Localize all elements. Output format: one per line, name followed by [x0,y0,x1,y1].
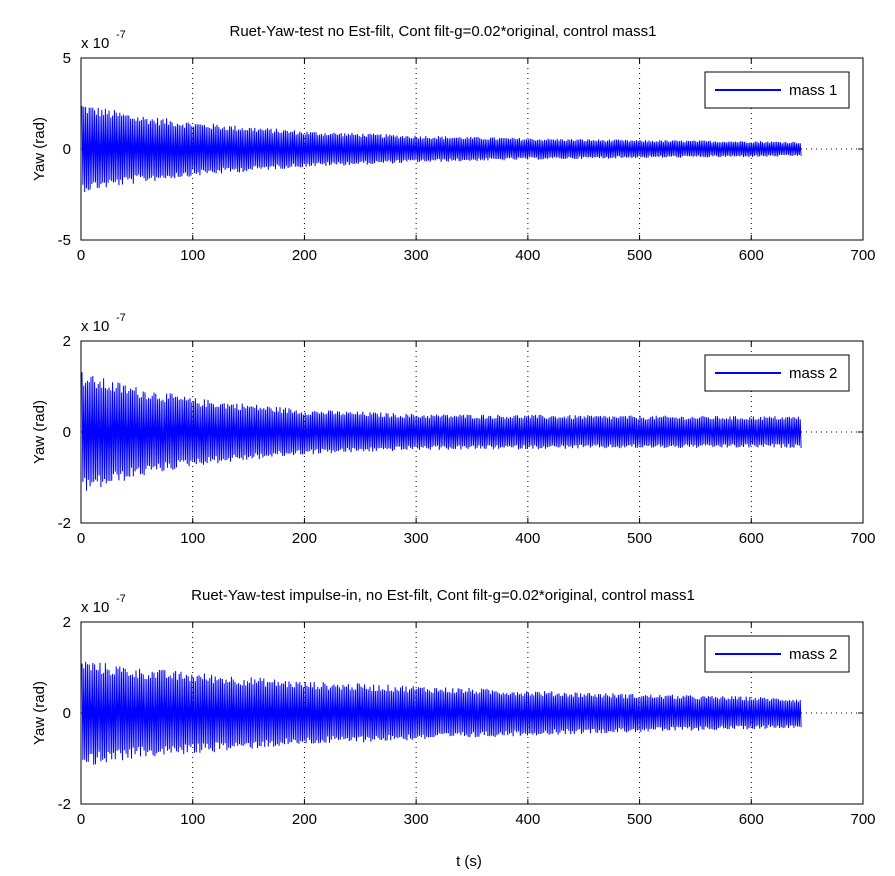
subplot-3: 0 100 200 300 400 500 600 700 -2 0 2 x 10 -7 Ruet-Yaw… [31,587,876,828]
y-axis-label: Yaw (rad) [31,400,48,464]
x-tick-label: 700 [850,811,875,828]
y-tick-label: 2 [63,333,71,350]
x-tick-label: 600 [739,811,764,828]
y-tick-label: -5 [58,232,71,249]
x-tick-label: 400 [515,247,540,264]
series-line-mass-2 [81,372,802,491]
y-tick-label: 2 [63,614,71,631]
y-scale-factor: x 10 [81,599,109,616]
legend-label: mass 2 [789,646,837,663]
legend-label: mass 2 [789,365,837,382]
y-tick-label: -2 [58,515,71,532]
x-tick-label: 400 [515,811,540,828]
y-axis-label: Yaw (rad) [31,681,48,745]
y-scale-exponent: -7 [116,312,126,324]
y-tick-label: 0 [63,705,71,722]
subplot-2: 0 100 200 300 400 500 600 700 -2 0 2 x 10 -7 Yaw (rad… [31,312,876,547]
y-scale-factor: x 10 [81,318,109,335]
y-tick-label: 0 [63,424,71,441]
x-tick-label: 200 [292,811,317,828]
y-tick-label: -2 [58,796,71,813]
x-tick-label: 500 [627,811,652,828]
x-tick-label: 700 [850,530,875,547]
x-tick-label: 700 [850,247,875,264]
x-tick-label: 0 [77,530,85,547]
x-tick-label: 100 [180,247,205,264]
x-tick-label: 500 [627,530,652,547]
y-scale-factor: x 10 [81,35,109,52]
x-tick-label: 100 [180,811,205,828]
x-tick-label: 300 [404,247,429,264]
legend-label: mass 1 [789,82,837,99]
subplot-title: Ruet-Yaw-test impulse-in, no Est-filt, C… [191,587,695,604]
y-scale-exponent: -7 [116,29,126,41]
y-axis-label: Yaw (rad) [31,117,48,181]
y-tick-label: 0 [63,141,71,158]
subplot-1: 0 100 200 300 400 500 600 700 -5 0 5 x 10 -7 Ruet-Yaw… [31,23,876,264]
x-tick-label: 100 [180,530,205,547]
x-tick-label: 500 [627,247,652,264]
x-tick-label: 200 [292,530,317,547]
x-tick-label: 400 [515,530,540,547]
series-line-mass-1 [81,106,802,193]
subplot-title: Ruet-Yaw-test no Est-filt, Cont filt-g=0… [230,23,657,40]
x-tick-label: 600 [739,247,764,264]
x-tick-label: 300 [404,811,429,828]
y-scale-exponent: -7 [116,593,126,605]
x-tick-label: 600 [739,530,764,547]
x-tick-label: 0 [77,247,85,264]
x-tick-label: 0 [77,811,85,828]
y-tick-label: 5 [63,50,71,67]
series-line-mass-2 [81,661,802,765]
x-axis-label: t (s) [456,853,482,870]
x-tick-label: 300 [404,530,429,547]
x-tick-label: 200 [292,247,317,264]
